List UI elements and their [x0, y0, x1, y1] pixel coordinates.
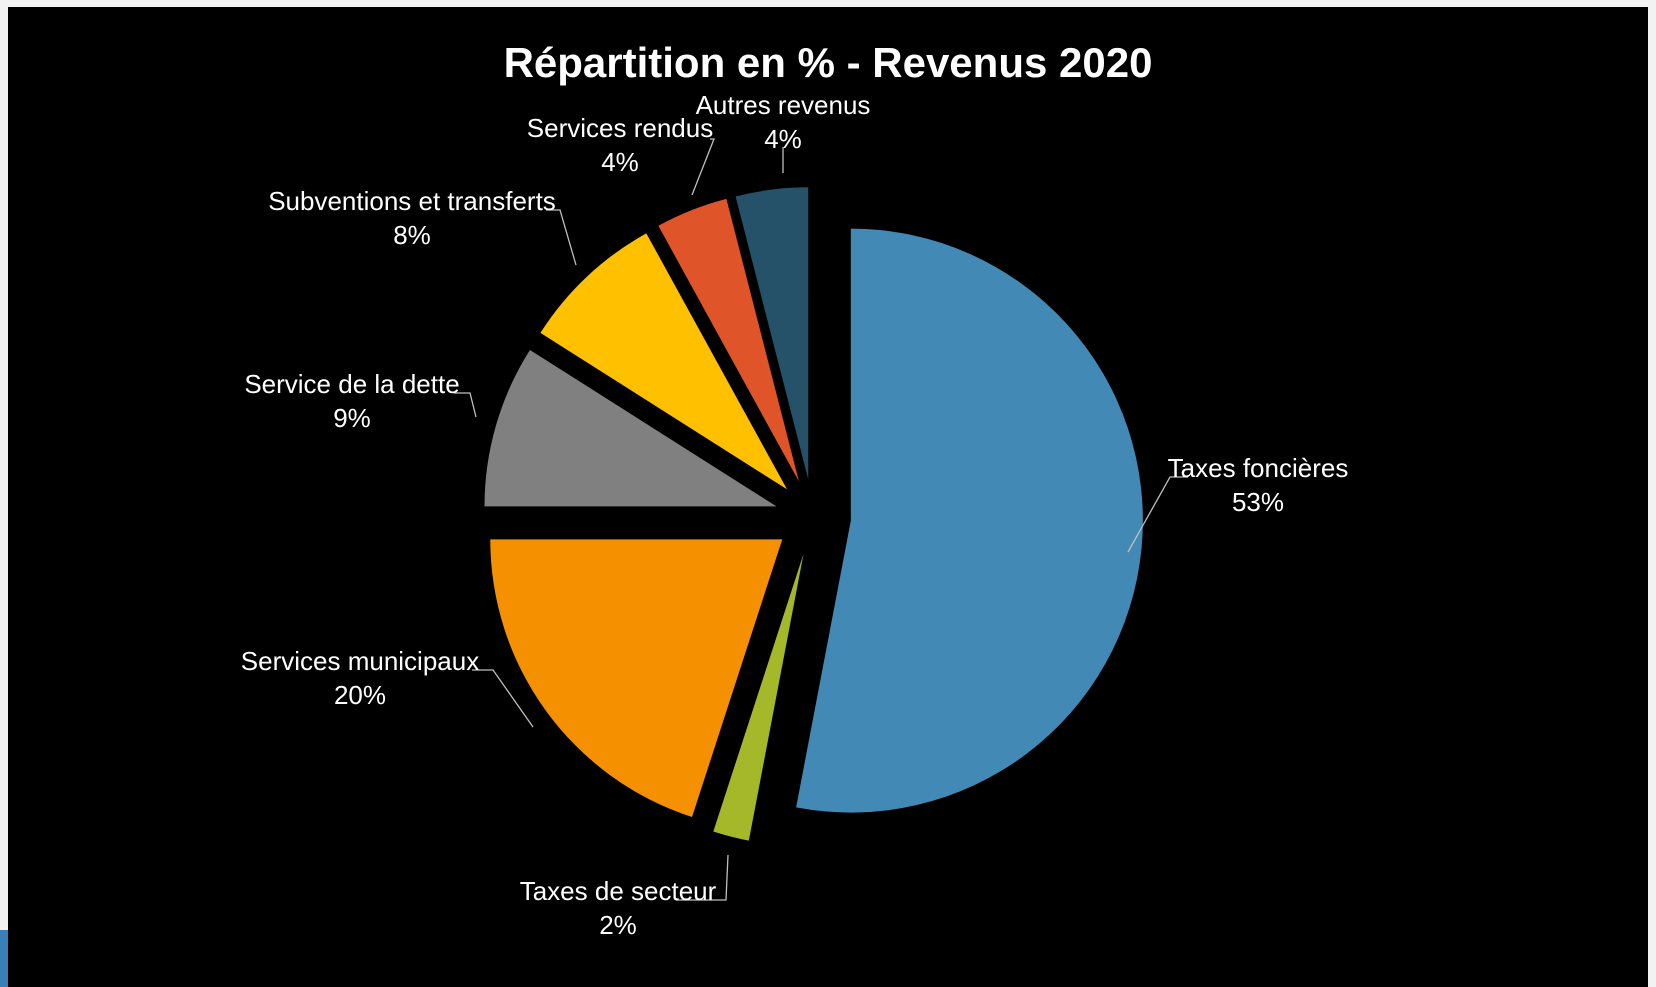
pie-slice-services-rendus: [658, 198, 800, 482]
chart-title: Répartition en % - Revenus 2020: [504, 39, 1153, 86]
chart-frame: Répartition en % - Revenus 2020 Taxes fo…: [8, 7, 1648, 987]
slice-labels: Taxes foncières 53% Taxes de secteur 2% Serv…: [241, 90, 1349, 940]
slice-value-label: 4%: [601, 147, 639, 177]
pie-slice-service-de-la-dette: [484, 349, 777, 507]
pie-slices: [484, 187, 1143, 841]
slice-name-label: Service de la dette: [244, 369, 459, 399]
pie-slice-taxes-fonci-res: [796, 228, 1143, 813]
pie-slice-taxes-de-secteur: [713, 553, 804, 841]
slice-name-label: Services municipaux: [241, 646, 479, 676]
pie-slice-subventions-et-transferts: [540, 233, 787, 490]
slice-value-label: 8%: [393, 220, 431, 250]
slice-name-label: Subventions et transferts: [268, 186, 556, 216]
slice-value-label: 20%: [334, 680, 386, 710]
slice-value-label: 2%: [599, 910, 637, 940]
pie-chart: Répartition en % - Revenus 2020 Taxes fo…: [241, 39, 1349, 940]
pie-slice-autres-revenus: [735, 187, 809, 480]
slice-name-label: Autres revenus: [696, 90, 871, 120]
leader-line: [472, 669, 534, 728]
slice-value-label: 4%: [764, 124, 802, 154]
leader-line: [1127, 476, 1188, 553]
slice-name-label: Taxes foncières: [1168, 453, 1349, 483]
leader-line: [691, 138, 715, 196]
leader-lines: [454, 138, 1188, 901]
slice-name-label: Taxes de secteur: [520, 876, 717, 906]
slice-name-label: Services rendus: [527, 113, 713, 143]
slice-value-label: 53%: [1232, 487, 1284, 517]
slice-value-label: 9%: [333, 403, 371, 433]
leader-line: [454, 392, 477, 418]
leader-line: [546, 209, 577, 266]
leader-line: [676, 854, 729, 901]
pie-slice-services-municipaux: [490, 539, 783, 818]
